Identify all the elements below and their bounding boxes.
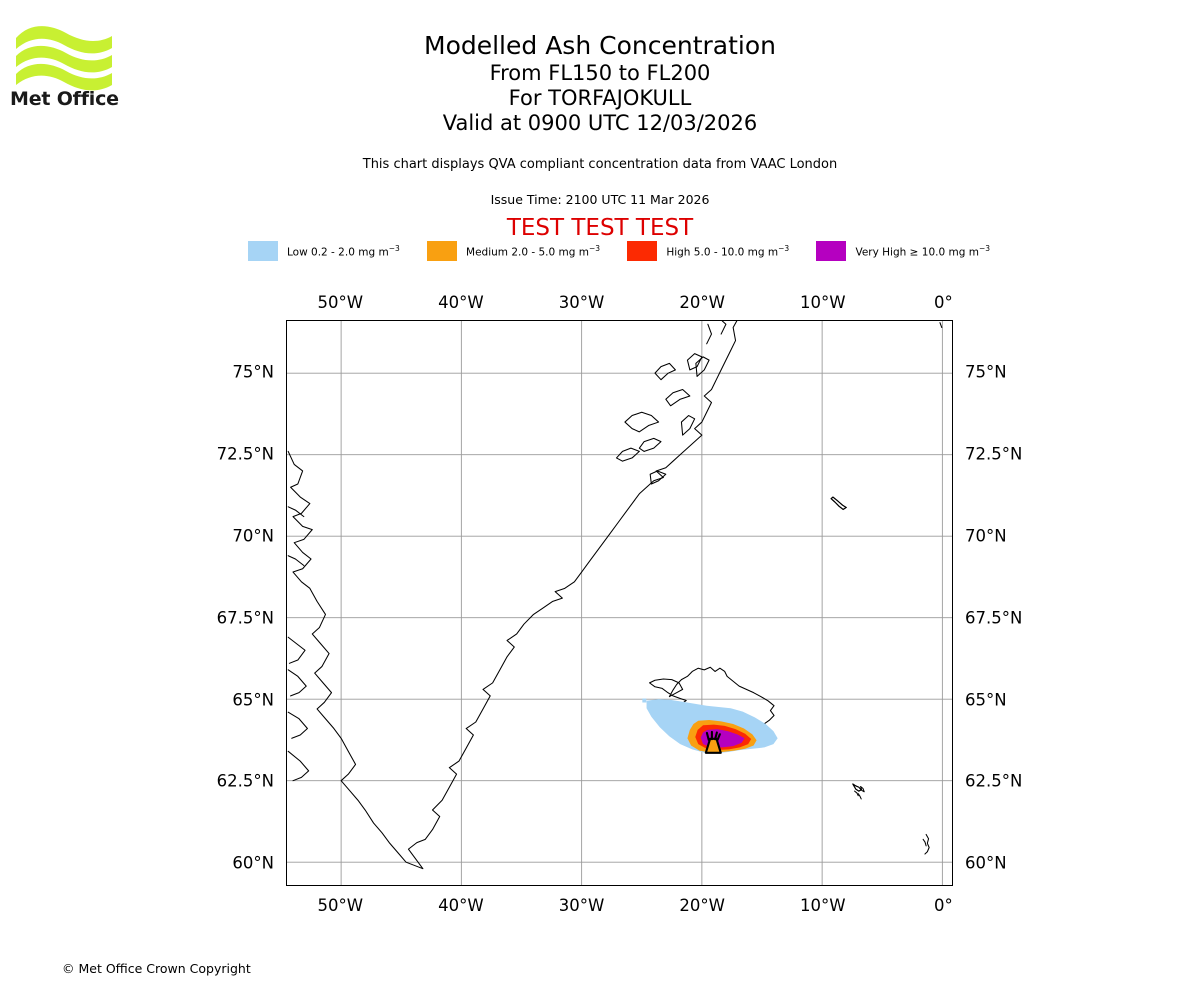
coastline-segment [830,496,847,510]
coastline-segment [287,636,306,664]
coastline-segment-overlay [852,783,863,792]
coastline-segment [287,321,738,870]
coastline-segment [649,470,667,485]
ytick-left-67.5°N: 67.5°N [216,608,274,628]
ash-plume [642,496,863,792]
legend-swatch-high [627,241,658,261]
legend-label-high: High 5.0 - 10.0 mg m−3 [666,243,790,259]
legend-label-low: Low 0.2 - 2.0 mg m−3 [287,243,400,259]
qva-note: This chart displays QVA compliant concen… [362,157,838,172]
ytick-right-60°N: 60°N [965,853,1007,873]
coastline-segment [939,322,943,329]
legend-label-medium: Medium 2.0 - 5.0 mg m−3 [466,243,601,259]
xtick-top-50°W: 50°W [317,293,364,312]
coastline-segment [924,833,930,855]
xtick-bottom-30°W: 30°W [558,896,605,915]
xtick-bottom-10°W: 10°W [799,896,846,915]
coastline-segment [922,838,927,847]
ytick-left-62.5°N: 62.5°N [216,771,274,791]
volcano-name-line: For TORFAJOKULL [508,86,692,110]
copyright-notice: © Met Office Crown Copyright [62,961,251,976]
ytick-right-67.5°N: 67.5°N [965,608,1023,628]
ytick-right-62.5°N: 62.5°N [965,771,1023,791]
coastline-segment [860,786,865,793]
coastline-segment [287,750,310,782]
page-title: Modelled Ash Concentration [424,31,776,60]
xtick-bottom-40°W: 40°W [438,896,484,915]
legend-swatch-very-high [816,241,847,261]
ytick-left-72.5°N: 72.5°N [216,444,274,464]
test-banner: TEST TEST TEST [506,215,694,241]
chart-title-block: Modelled Ash Concentration From FL150 to… [0,0,1200,136]
coastline-segment [638,437,662,452]
legend-swatch-low [248,241,278,261]
coastline-segment [854,790,859,797]
ytick-left-75°N: 75°N [232,362,274,382]
coastline-segment [686,353,703,371]
legend-swatch-medium [427,241,458,261]
volcano-glyph [704,730,722,754]
coastline-segment [706,323,713,345]
coastline-segment [287,669,307,697]
map-canvas [287,321,952,885]
coastline-segment [287,555,305,567]
volcano-symbol-icon [704,730,722,754]
coastline-segment [720,321,727,335]
ytick-left-60°N: 60°N [232,853,274,873]
valid-time-line: Valid at 0900 UTC 12/03/2026 [442,111,758,135]
xtick-top-10°W: 10°W [799,293,846,312]
xtick-top-30°W: 30°W [558,293,605,312]
ytick-left-65°N: 65°N [232,690,274,709]
coastline-segment [624,411,660,433]
legend-item-medium: Medium 2.0 - 5.0 mg m−3 [427,240,600,262]
coastline-segment-overlay [830,496,848,511]
plume-contour-low-speck [642,698,647,703]
xtick-top-0°: 0° [933,293,953,312]
xtick-bottom-50°W: 50°W [317,896,364,915]
map-gridlines [287,321,952,885]
ytick-right-70°N: 70°N [965,526,1007,546]
issue-time: Issue Time: 2100 UTC 11 Mar 2026 [490,192,710,207]
legend-item-low: Low 0.2 - 2.0 mg m−3 [248,240,400,262]
xtick-bottom-20°W: 20°W [679,896,725,915]
coastline-segment [695,356,710,377]
ytick-left-70°N: 70°N [232,526,274,546]
coastline-segment [680,415,696,436]
met-office-wordmark: Met Office [10,88,119,110]
coastline-segment [287,711,308,739]
xtick-bottom-0°: 0° [933,896,953,915]
ytick-right-72.5°N: 72.5°N [965,444,1023,464]
coastlines [287,321,943,870]
ytick-right-65°N: 65°N [965,690,1007,709]
coastline-segment [287,506,305,518]
xtick-top-20°W: 20°W [679,293,725,312]
ash-concentration-map[interactable] [286,320,953,886]
legend-item-very-high: Very High ≥ 10.0 mg m−3 [816,240,990,262]
ytick-right-75°N: 75°N [965,362,1007,382]
coastline-segment [615,447,640,462]
met-office-logo [12,18,132,118]
legend-label-very-high: Very High ≥ 10.0 mg m−3 [855,243,991,259]
coastline-segment [665,388,691,407]
coastline-segment [857,793,862,800]
coastline-segment [654,362,676,381]
legend-item-high: High 5.0 - 10.0 mg m−3 [627,240,789,262]
concentration-legend: Low 0.2 - 2.0 mg m−3 Medium 2.0 - 5.0 mg… [248,240,990,262]
flight-level-line: From FL150 to FL200 [489,61,711,85]
xtick-top-40°W: 40°W [438,293,484,312]
